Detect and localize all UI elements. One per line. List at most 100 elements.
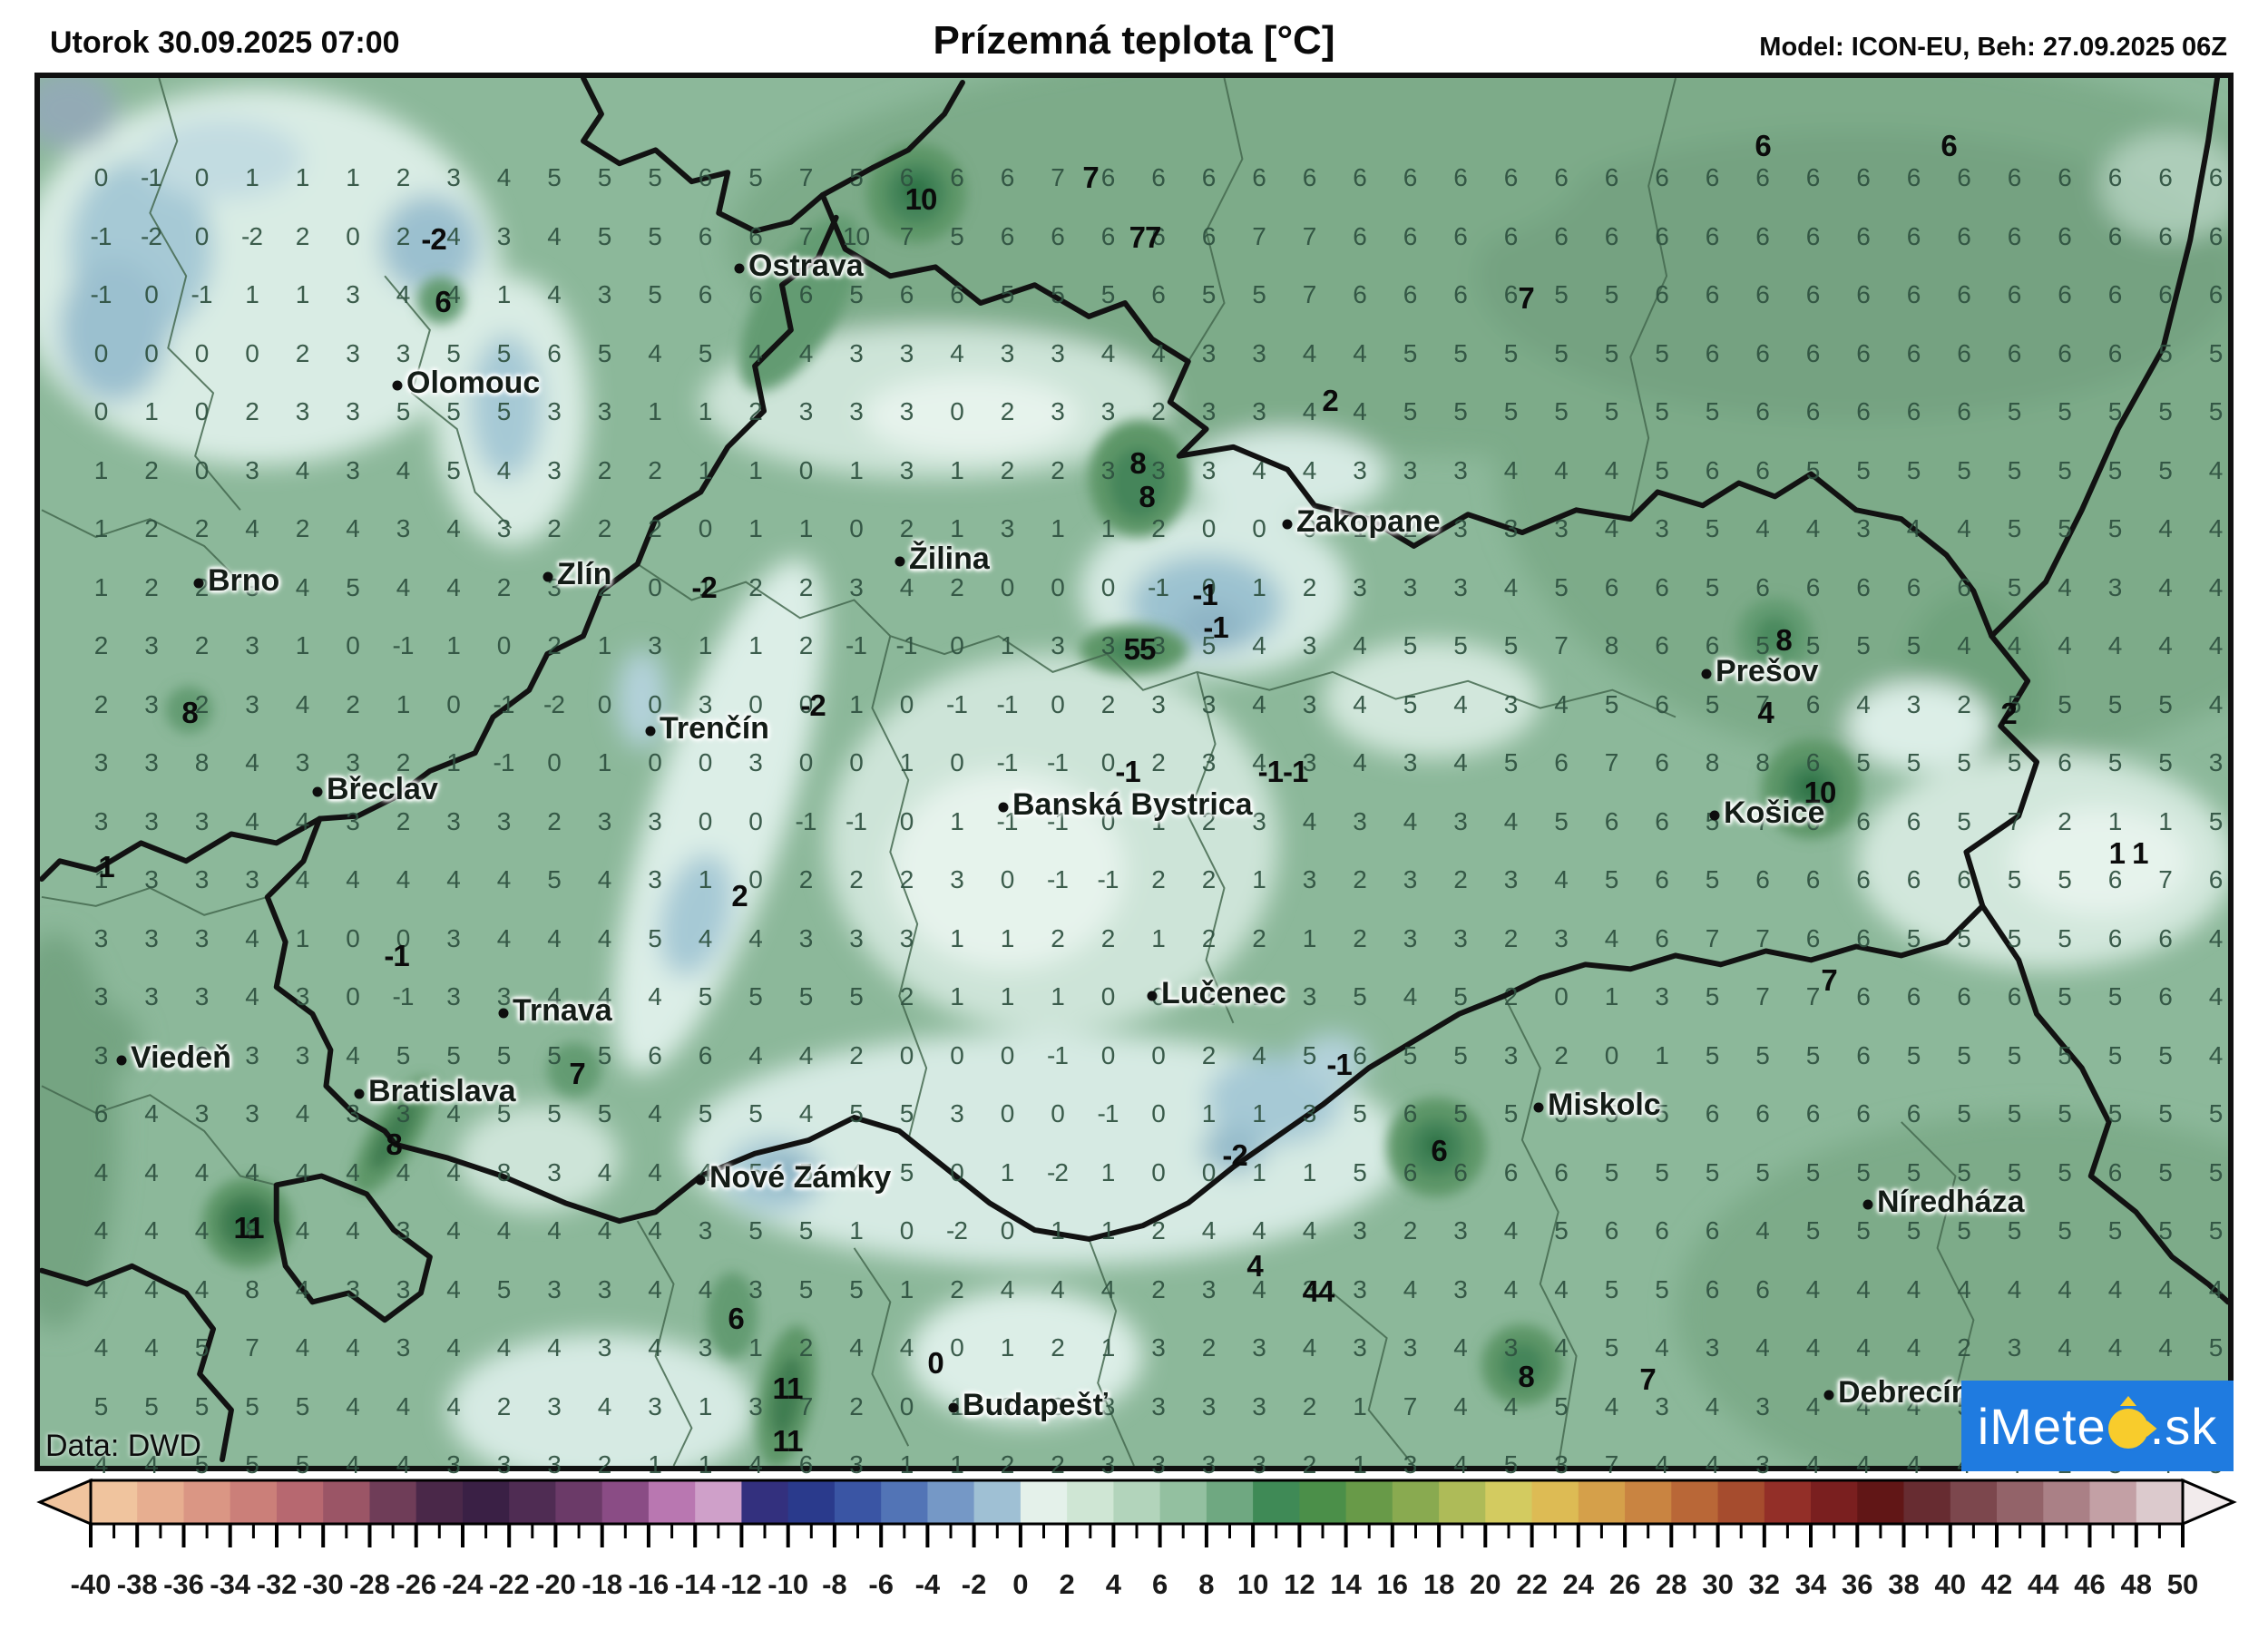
colorbar-label: 26 bbox=[1609, 1568, 1640, 1600]
grid-temp-value: 3 bbox=[194, 865, 210, 893]
grid-temp-value: 5 bbox=[2107, 689, 2123, 718]
grid-temp-value: 2 bbox=[547, 806, 562, 835]
grid-temp-value: 6 bbox=[2158, 163, 2173, 191]
grid-temp-value: 4 bbox=[1302, 338, 1317, 367]
grid-temp-value: 6 bbox=[1655, 748, 1669, 776]
grid-temp-value: 3 bbox=[1051, 631, 1065, 659]
grid-temp-value: 7 bbox=[899, 221, 914, 250]
grid-temp-value: 4 bbox=[2208, 455, 2224, 484]
grid-temp-value: 1 bbox=[446, 631, 461, 659]
grid-temp-value: 5 bbox=[1705, 689, 1720, 718]
grid-temp-value: 3 bbox=[346, 455, 360, 484]
grid-temp-value: 4 bbox=[1353, 631, 1367, 659]
grid-temp-value: 5 bbox=[1906, 631, 1921, 659]
grid-temp-value: 6 bbox=[1906, 806, 1921, 835]
grid-temp-value: -1 bbox=[996, 748, 1019, 776]
grid-temp-value: 4 bbox=[446, 865, 461, 893]
colorbar-label: 36 bbox=[1842, 1568, 1872, 1600]
city-label: Viedeň bbox=[131, 1040, 231, 1075]
grid-temp-value: 6 bbox=[1655, 689, 1669, 718]
grid-temp-value: 5 bbox=[1604, 397, 1619, 425]
grid-temp-value: 2 bbox=[1151, 397, 1166, 425]
grid-temp-value: 0 bbox=[648, 689, 662, 718]
grid-temp-value: 4 bbox=[648, 338, 662, 367]
colorbar-segment bbox=[601, 1480, 650, 1524]
city-dot-icon bbox=[354, 1088, 365, 1099]
grid-temp-value: 1 bbox=[245, 280, 259, 308]
grid-temp-value: 5 bbox=[748, 163, 763, 191]
grid-temp-value: 3 bbox=[496, 806, 512, 835]
city-label: Bratislava bbox=[368, 1074, 516, 1108]
colorbar-label: 22 bbox=[1516, 1568, 1547, 1600]
grid-temp-value: 4 bbox=[346, 865, 360, 893]
grid-temp-value: 4 bbox=[295, 455, 310, 484]
grid-temp-value: 0 bbox=[1051, 689, 1065, 718]
country-borders bbox=[40, 78, 2228, 1463]
grid-temp-value: 3 bbox=[1000, 338, 1015, 367]
grid-temp-value: 2 bbox=[2058, 806, 2072, 835]
grid-temp-value: 2 bbox=[547, 514, 562, 542]
grid-temp-value: 6 bbox=[1503, 221, 1519, 250]
grid-temp-value: 2 bbox=[144, 455, 159, 484]
grid-temp-value: 3 bbox=[1302, 631, 1317, 659]
grid-temp-value: 2 bbox=[547, 631, 562, 659]
grid-temp-value: 5 bbox=[1705, 514, 1720, 542]
grid-temp-value: 6 bbox=[2058, 748, 2072, 776]
grid-temp-value: 5 bbox=[2058, 689, 2072, 718]
grid-temp-value: 4 bbox=[1151, 338, 1166, 367]
grid-temp-value: 6 bbox=[1906, 280, 1921, 308]
grid-temp-value: -1 bbox=[846, 631, 867, 659]
grid-temp-value: 0 bbox=[446, 689, 461, 718]
grid-temp-value: 3 bbox=[899, 397, 914, 425]
grid-temp-value: 3 bbox=[346, 338, 360, 367]
grid-temp-value: 6 bbox=[1705, 631, 1720, 659]
grid-temp-value: 5 bbox=[547, 163, 562, 191]
grid-temp-value: 4 bbox=[1856, 689, 1871, 718]
grid-temp-value: 0 bbox=[93, 163, 109, 191]
grid-temp-value: 5 bbox=[547, 865, 562, 893]
grid-temp-value: 5 bbox=[2007, 689, 2022, 718]
grid-temp-value: 6 bbox=[1604, 163, 1619, 191]
grid-temp-value: 1 bbox=[698, 865, 713, 893]
grid-temp-value: 6 bbox=[1705, 455, 1720, 484]
colorbar-segment bbox=[1717, 1480, 1765, 1524]
city-label: Budapešť bbox=[963, 1388, 1108, 1422]
city-label: Níredháza bbox=[1877, 1185, 2025, 1219]
grid-temp-value: 3 bbox=[1051, 338, 1065, 367]
grid-temp-value: 6 bbox=[748, 221, 763, 250]
grid-temp-value: 0 bbox=[1051, 572, 1065, 601]
city-dot-icon bbox=[998, 802, 1009, 813]
colorbar-label: 12 bbox=[1284, 1568, 1315, 1600]
grid-temp-value: 6 bbox=[1655, 572, 1669, 601]
city-dot-icon bbox=[1533, 1102, 1544, 1113]
grid-temp-value: 3 bbox=[1201, 689, 1217, 718]
grid-temp-value: 6 bbox=[1655, 280, 1669, 308]
grid-temp-value: 2 bbox=[798, 865, 814, 893]
grid-temp-value: 6 bbox=[1554, 748, 1569, 776]
grid-temp-value: 4 bbox=[446, 572, 461, 601]
grid-temp-value: 6 bbox=[1755, 338, 1770, 367]
grid-temp-value: 4 bbox=[446, 514, 461, 542]
grid-temp-value: 8 bbox=[1604, 631, 1619, 659]
grid-temp-value: 4 bbox=[1554, 455, 1569, 484]
city-label: Banská Bystrica bbox=[1012, 787, 1253, 822]
grid-temp-value: 5 bbox=[1604, 280, 1619, 308]
grid-temp-value: 4 bbox=[245, 748, 259, 776]
grid-temp-value: 5 bbox=[1856, 455, 1871, 484]
grid-temp-value: 1 bbox=[1100, 514, 1116, 542]
grid-temp-value: 4 bbox=[1453, 748, 1468, 776]
grid-temp-value: 5 bbox=[1201, 280, 1217, 308]
grid-temp-value: 3 bbox=[346, 806, 360, 835]
grid-temp-value: 4 bbox=[446, 221, 461, 250]
grid-temp-value: 3 bbox=[1403, 748, 1418, 776]
city-dot-icon bbox=[498, 1008, 509, 1019]
grid-temp-value: -1 bbox=[493, 689, 515, 718]
grid-temp-value: 6 bbox=[2158, 280, 2173, 308]
colorbar-label: 16 bbox=[1377, 1568, 1408, 1600]
imeteo-logo[interactable]: iMete .sk bbox=[1961, 1381, 2234, 1471]
grid-temp-value: 1 bbox=[950, 806, 964, 835]
colorbar-label: 48 bbox=[2121, 1568, 2152, 1600]
grid-temp-value: -1 bbox=[795, 806, 817, 835]
grid-temp-value: 3 bbox=[547, 397, 562, 425]
grid-temp-value: 6 bbox=[2007, 338, 2022, 367]
